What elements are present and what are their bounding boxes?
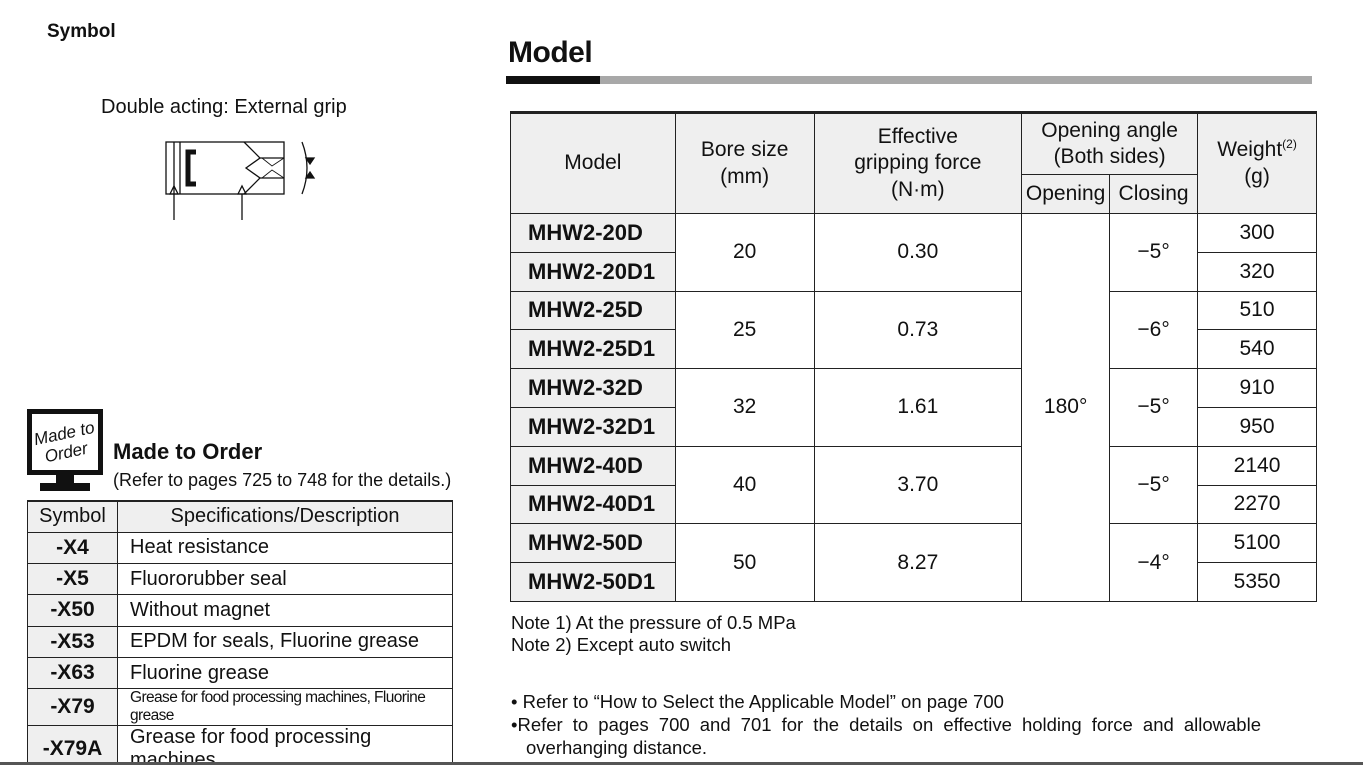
table-row: -X79A Grease for food processing machine… [27, 725, 453, 765]
closing-angle: −5° [1109, 213, 1199, 292]
weight: 950 [1197, 406, 1317, 447]
model-name: MHW2-20D1 [510, 251, 676, 292]
weight: 2140 [1197, 445, 1317, 486]
table-row: -X53 EPDM for seals, Fluorine grease [27, 625, 453, 659]
table-row: MHW2-40D1 2270 [510, 484, 1317, 525]
heading-rule [506, 76, 1312, 84]
gripping-force: 0.30 [813, 213, 1023, 292]
header-symbol: Symbol [27, 500, 118, 533]
bore-size: 20 [674, 213, 815, 292]
table-row: -X63 Fluorine grease [27, 657, 453, 690]
gripping-force: 0.73 [813, 290, 1023, 370]
header-model: Model [510, 112, 676, 214]
header-closing: Closing [1109, 174, 1199, 214]
opening-angle: 180° [1021, 213, 1111, 602]
made-to-order-icon: Made to Order [27, 409, 103, 491]
weight: 5100 [1197, 523, 1317, 564]
closing-angle: −5° [1109, 445, 1199, 525]
gripping-force: 1.61 [813, 368, 1023, 447]
model-name: MHW2-32D1 [510, 406, 676, 447]
pneumatic-gripper-symbol-icon [165, 141, 316, 220]
header-opening-angle: Opening angle (Both sides) [1021, 112, 1199, 175]
weight: 300 [1197, 213, 1317, 253]
symbol-title: Symbol [47, 21, 116, 42]
closing-angle: −6° [1109, 290, 1199, 370]
model-name: MHW2-50D1 [510, 562, 676, 602]
made-to-order-reference: (Refer to pages 725 to 748 for the detai… [113, 470, 452, 490]
bore-size: 25 [674, 290, 815, 370]
table-row: MHW2-25D1 540 [510, 329, 1317, 370]
closing-angle: −4° [1109, 523, 1199, 602]
model-table: Model Bore size (mm) Effective gripping fo… [510, 111, 1317, 602]
table-row: -X50 Without magnet [27, 594, 453, 627]
table-row: -X5 Fluororubber seal [27, 562, 453, 596]
table-row: -X4 Heat resistance [27, 531, 453, 564]
symbol-caption: Double acting: External grip [101, 96, 347, 118]
notes: Note 1) At the pressure of 0.5 MPa Note … [511, 612, 796, 656]
table-row: MHW2-50D1 5350 [510, 562, 1317, 602]
table-row: MHW2-25D 25 0.73 −6° 510 [510, 290, 1317, 370]
option-symbol: -X50 [27, 594, 118, 627]
model-name: MHW2-40D [510, 445, 676, 486]
note-1: Note 1) At the pressure of 0.5 MPa [511, 612, 796, 633]
option-symbol: -X79A [27, 725, 118, 765]
weight: 5350 [1197, 562, 1317, 602]
weight: 320 [1197, 251, 1317, 292]
header-opening: Opening [1021, 174, 1111, 214]
made-to-order-table: Symbol Specifications/Description -X4 He… [27, 500, 453, 765]
header-weight: Weight(2) (g) [1197, 112, 1317, 214]
table-row: MHW2-32D 32 1.61 −5° 910 [510, 368, 1317, 447]
model-name: MHW2-32D [510, 368, 676, 408]
option-description: Fluorine grease [117, 657, 453, 690]
bore-size: 32 [674, 368, 815, 447]
table-row: MHW2-40D 40 3.70 −5° 2140 [510, 445, 1317, 525]
note-2: Note 2) Except auto switch [511, 634, 732, 655]
model-name: MHW2-50D [510, 523, 676, 564]
bullet-2-continued: overhanging distance. [526, 737, 708, 758]
option-symbol: -X79 [27, 688, 118, 727]
option-description: EPDM for seals, Fluorine grease [117, 625, 453, 659]
page-bottom-rule [0, 762, 1363, 765]
header-bore-size: Bore size (mm) [674, 112, 815, 214]
bullet-2: •Refer to pages 700 and 701 for the deta… [511, 714, 1261, 735]
header-description: Specifications/Description [117, 500, 453, 533]
model-heading: Model [508, 36, 593, 69]
model-name: MHW2-25D [510, 290, 676, 331]
model-name: MHW2-20D [510, 213, 676, 253]
option-description: Grease for food processing machines [117, 725, 453, 765]
option-symbol: -X4 [27, 531, 118, 564]
bullet-notes: • Refer to “How to Select the Applicable… [511, 690, 1261, 759]
option-symbol: -X5 [27, 562, 118, 596]
table-row: -X79 Grease for food processing machines… [27, 688, 453, 727]
table-row: MHW2-50D 50 8.27 −4° 5100 [510, 523, 1317, 602]
model-name: MHW2-25D1 [510, 329, 676, 370]
bore-size: 40 [674, 445, 815, 525]
weight: 540 [1197, 329, 1317, 370]
model-name: MHW2-40D1 [510, 484, 676, 525]
option-description: Fluororubber seal [117, 562, 453, 596]
header-gripping-force: Effective gripping force (N·m) [813, 112, 1023, 214]
closing-angle: −5° [1109, 368, 1199, 447]
made-to-order-title: Made to Order [113, 439, 263, 464]
weight: 2270 [1197, 484, 1317, 525]
table-row: MHW2-32D1 950 [510, 406, 1317, 447]
gripping-force: 3.70 [813, 445, 1023, 525]
option-description: Without magnet [117, 594, 453, 627]
option-symbol: -X53 [27, 625, 118, 659]
heading-rule-accent [506, 76, 600, 84]
option-description: Grease for food processing machines, Flu… [117, 688, 453, 727]
gripping-force: 8.27 [813, 523, 1023, 602]
weight: 910 [1197, 368, 1317, 408]
table-row: MHW2-20D 20 0.30 180° −5° 300 [510, 213, 1317, 602]
option-symbol: -X63 [27, 657, 118, 690]
weight: 510 [1197, 290, 1317, 331]
bullet-1: • Refer to “How to Select the Applicable… [511, 691, 1004, 712]
option-description: Heat resistance [117, 531, 453, 564]
table-row: MHW2-20D1 320 [510, 251, 1317, 292]
bore-size: 50 [674, 523, 815, 602]
